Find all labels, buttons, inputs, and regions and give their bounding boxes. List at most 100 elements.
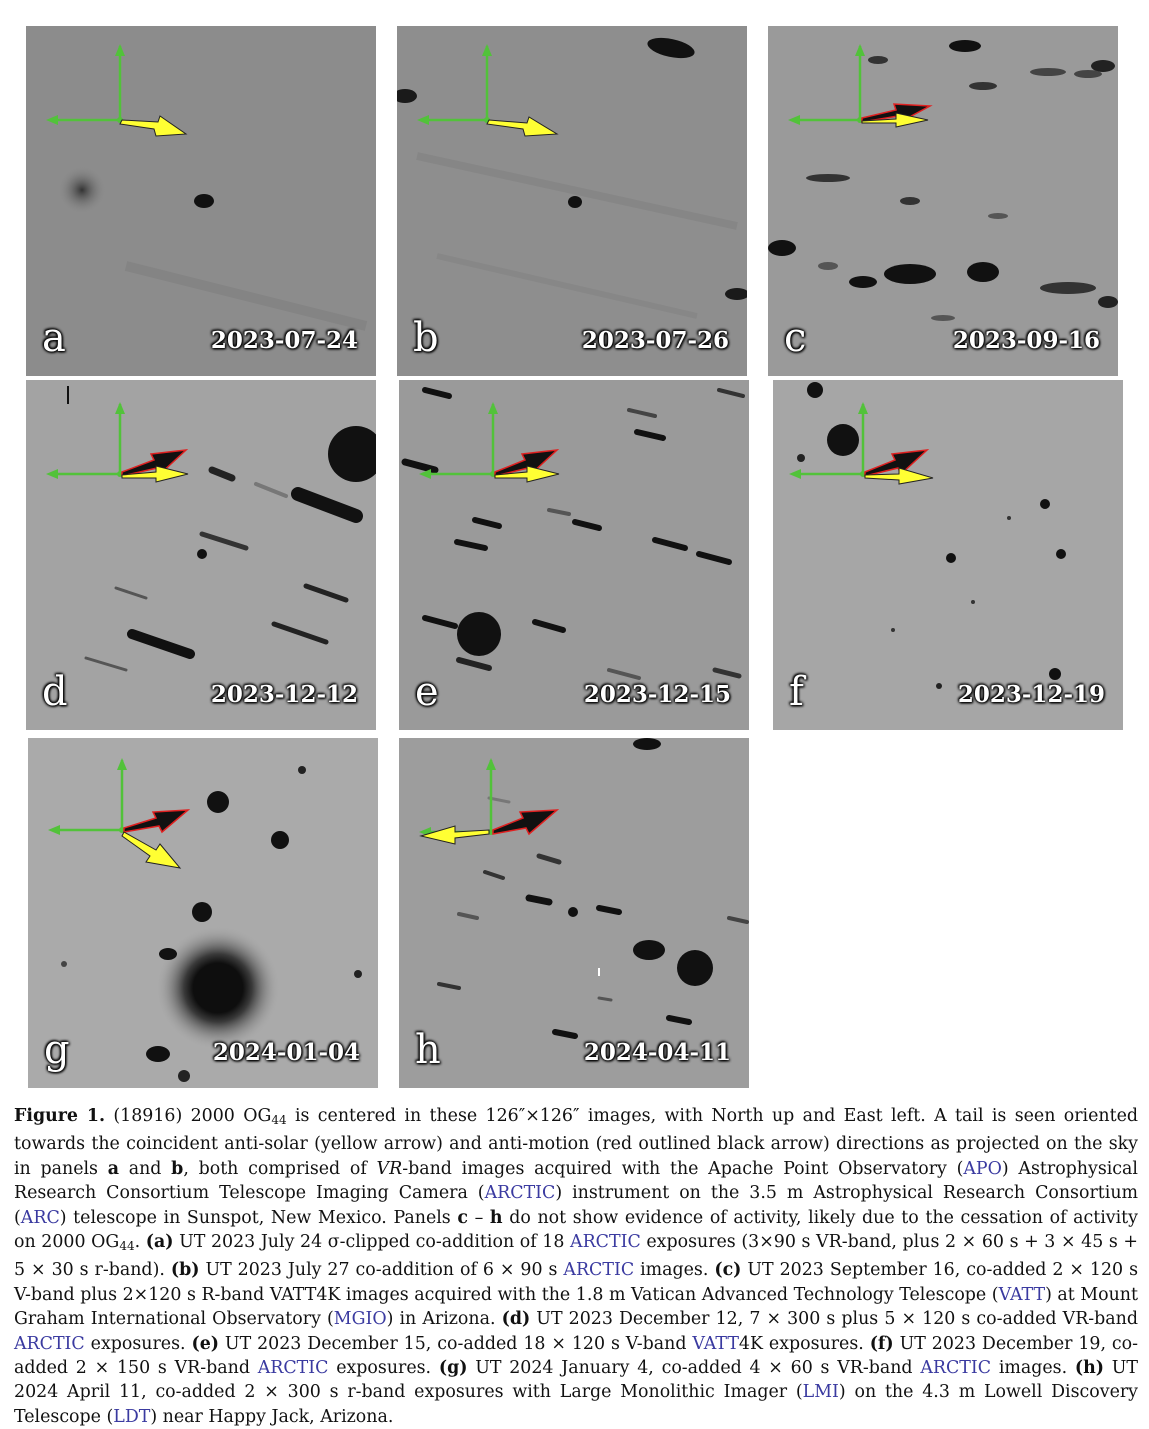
band-name: VR bbox=[376, 1158, 403, 1179]
vatt-link[interactable]: VATT bbox=[692, 1333, 739, 1354]
image-e bbox=[399, 380, 749, 730]
caption-text: – bbox=[467, 1207, 490, 1228]
figure-caption: Figure 1. (18916) 2000 OG44 is centered … bbox=[14, 1104, 1138, 1429]
panel-label: d bbox=[42, 669, 68, 715]
panel-b: b 2023-07-26 bbox=[397, 26, 747, 376]
arctic-link[interactable]: ARCTIC bbox=[14, 1333, 85, 1354]
panel-label: f bbox=[789, 669, 804, 715]
caption-text: ) near Happy Jack, Arizona. bbox=[150, 1406, 394, 1427]
caption-text: (18916) 2000 OG bbox=[105, 1106, 272, 1126]
panel-date: 2023-07-26 bbox=[581, 327, 729, 354]
antisolar-arrow bbox=[119, 115, 188, 137]
caption-text: UT 2023 December 19, co-added 2 × 150 s … bbox=[14, 1333, 1138, 1379]
caption-text: UT 2023 December 15, co-added 18 × 120 s… bbox=[219, 1333, 693, 1354]
caption-text: UT 2024 January 4, co-added 4 × 60 s VR-… bbox=[467, 1358, 921, 1379]
caption-text: exposures. bbox=[84, 1333, 186, 1354]
image-a bbox=[26, 26, 376, 376]
caption-text: ) at Mount Graham International Observat… bbox=[14, 1284, 1138, 1330]
arctic-link[interactable]: ARCTIC bbox=[920, 1358, 992, 1379]
panel-date: 2024-04-11 bbox=[583, 1039, 731, 1066]
image-c bbox=[768, 26, 1118, 376]
caption-text: and bbox=[118, 1158, 172, 1179]
apo-link[interactable]: APO bbox=[963, 1158, 1002, 1179]
panel-date: 2023-12-15 bbox=[583, 681, 731, 708]
antisolar-arrow bbox=[494, 465, 560, 483]
panel-ref: a bbox=[107, 1158, 119, 1179]
panel-label: c bbox=[784, 315, 807, 361]
panel-date: 2023-07-24 bbox=[210, 327, 358, 354]
image-d bbox=[26, 380, 376, 730]
panel-h: h 2024-04-11 bbox=[399, 738, 749, 1088]
caption-text: UT 2023 July 24 σ-clipped co-addition of… bbox=[173, 1232, 571, 1253]
panel-ref: (b) bbox=[170, 1260, 200, 1281]
panel-ref: b bbox=[171, 1158, 184, 1179]
panel-date: 2023-09-16 bbox=[952, 327, 1100, 354]
subscript: 44 bbox=[119, 1239, 135, 1254]
panel-g: g 2024-01-04 bbox=[28, 738, 378, 1088]
image-b bbox=[397, 26, 747, 376]
panel-f: f 2023-12-19 bbox=[773, 380, 1123, 730]
caption-text: exposures (3×90 s VR-band, plus 2 × 60 s… bbox=[14, 1232, 1139, 1281]
caption-text: -band images acquired with the Apache Po… bbox=[402, 1158, 964, 1179]
caption-text: is centered in these 126″×126″ images, w… bbox=[14, 1106, 1138, 1179]
antimotion-arrow bbox=[492, 809, 560, 836]
caption-text: exposures. bbox=[328, 1358, 432, 1379]
caption-text: UT 2023 December 12, 7 × 300 s plus 5 × … bbox=[530, 1309, 1139, 1330]
arctic-link[interactable]: ARCTIC bbox=[563, 1260, 635, 1281]
antisolar-arrow bbox=[121, 831, 182, 869]
panel-label: a bbox=[42, 315, 66, 361]
arc-link[interactable]: ARC bbox=[20, 1207, 60, 1228]
panel-c: c 2023-09-16 bbox=[768, 26, 1118, 376]
panel-label: g bbox=[44, 1027, 70, 1073]
panel-ref: (g) bbox=[438, 1358, 468, 1379]
caption-text: images. bbox=[634, 1260, 709, 1281]
antisolar-arrow bbox=[864, 467, 934, 485]
arctic-link[interactable]: ARCTIC bbox=[570, 1232, 641, 1253]
panel-ref: c bbox=[457, 1207, 468, 1228]
caption-text: ) telescope in Sunspot, New Mexico. Pane… bbox=[59, 1207, 458, 1228]
caption-text: images. bbox=[991, 1358, 1068, 1379]
ldt-link[interactable]: LDT bbox=[113, 1406, 151, 1427]
caption-text: ) in Arizona. bbox=[386, 1309, 496, 1330]
panel-ref: (e) bbox=[191, 1333, 219, 1354]
antisolar-arrow bbox=[486, 116, 559, 137]
panel-date: 2024-01-04 bbox=[212, 1039, 360, 1066]
arctic-link[interactable]: ARCTIC bbox=[484, 1183, 556, 1204]
lmi-link[interactable]: LMI bbox=[802, 1382, 839, 1403]
caption-text: UT 2023 September 16, co-added 2 × 120 s… bbox=[14, 1260, 1138, 1305]
image-f bbox=[773, 380, 1123, 730]
target-object bbox=[568, 196, 582, 208]
panel-ref: (h) bbox=[1074, 1358, 1104, 1379]
panel-ref: (c) bbox=[714, 1260, 742, 1281]
panel-label: h bbox=[415, 1027, 441, 1073]
vatt-link[interactable]: VATT bbox=[998, 1284, 1046, 1305]
panel-label: e bbox=[415, 669, 439, 715]
caption-text: UT 2023 July 27 co-addition of 6 × 90 s bbox=[199, 1260, 564, 1281]
caption-text: ) Astrophysical Research Consortium Tele… bbox=[14, 1158, 1138, 1204]
caption-text: do not show evidence of activity, likely… bbox=[14, 1207, 1138, 1253]
figure-label: Figure 1. bbox=[14, 1106, 106, 1126]
panel-a: a 2023-07-24 bbox=[26, 26, 376, 376]
panel-date: 2023-12-12 bbox=[210, 681, 358, 708]
panel-ref: (a) bbox=[145, 1232, 174, 1253]
target-object bbox=[194, 194, 214, 208]
antisolar-arrow bbox=[861, 112, 929, 128]
panel-e: e 2023-12-15 bbox=[399, 380, 749, 730]
image-h bbox=[399, 738, 749, 1088]
antimotion-arrow bbox=[123, 809, 191, 834]
caption-text: ) instrument on the 3.5 m Astrophysical … bbox=[14, 1183, 1139, 1228]
panel-ref: (d) bbox=[501, 1309, 531, 1330]
antisolar-arrow bbox=[121, 465, 189, 483]
panel-label: b bbox=[413, 315, 439, 361]
mgio-link[interactable]: MGIO bbox=[333, 1309, 387, 1330]
subscript: 44 bbox=[271, 1113, 287, 1127]
panel-d: d 2023-12-12 bbox=[26, 380, 376, 730]
caption-text: . bbox=[134, 1232, 141, 1253]
panel-ref: (f) bbox=[869, 1333, 894, 1354]
antisolar-arrow bbox=[419, 825, 490, 845]
arctic-link[interactable]: ARCTIC bbox=[257, 1358, 329, 1379]
image-g bbox=[28, 738, 378, 1088]
panel-date: 2023-12-19 bbox=[957, 681, 1105, 708]
galaxy-blob bbox=[58, 166, 106, 214]
caption-text: 4K exposures. bbox=[738, 1333, 864, 1354]
